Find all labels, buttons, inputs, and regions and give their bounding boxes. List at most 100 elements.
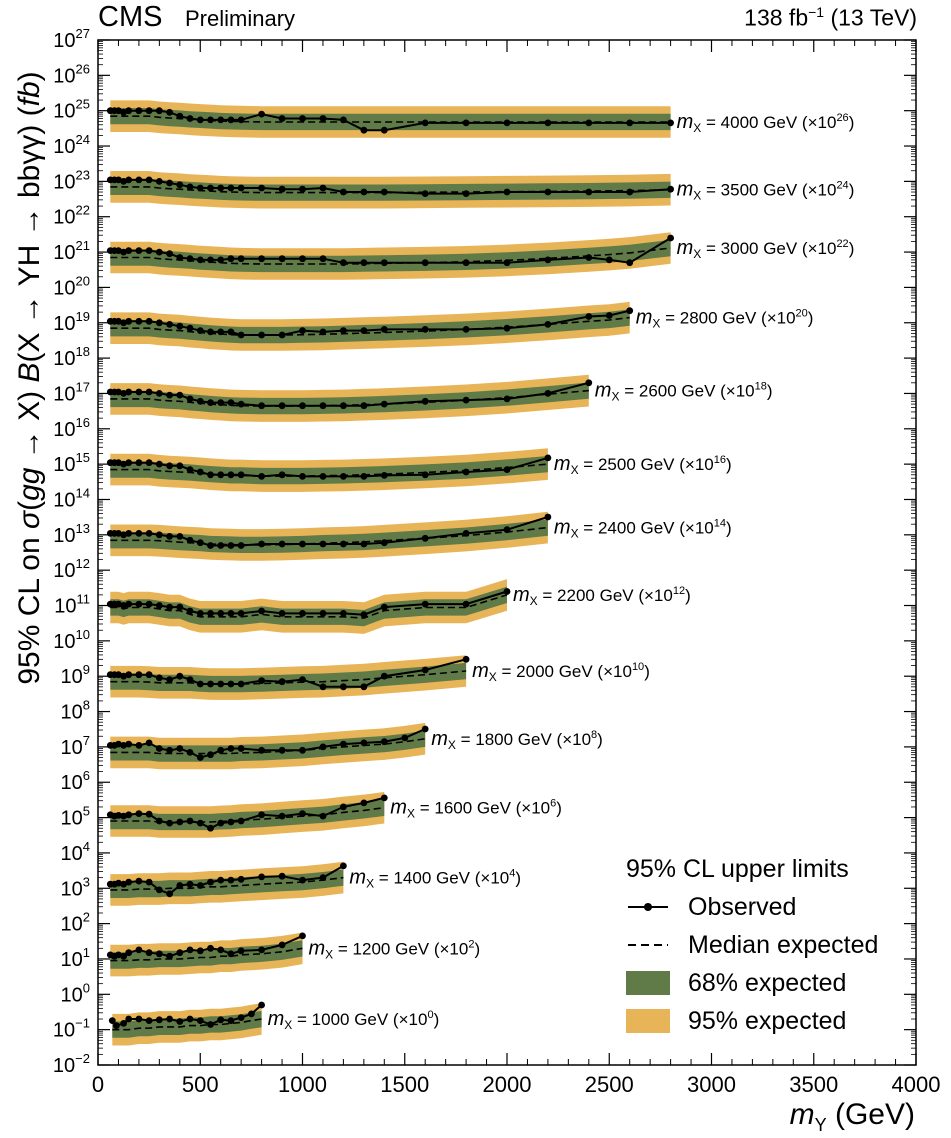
observed-point-4-6: [145, 739, 153, 747]
observed-point-9-25: [503, 395, 511, 403]
observed-point-13-3: [120, 108, 127, 116]
observed-point-5-13: [217, 680, 225, 688]
observed-point-5-9: [176, 672, 184, 680]
observed-point-0-11: [207, 1021, 214, 1028]
y-tick-label: 1024: [53, 132, 90, 158]
observed-point-12-18: [299, 185, 306, 193]
observed-point-13-16: [258, 110, 265, 118]
observed-point-9-15: [237, 400, 245, 408]
x-tick-label: 1000: [278, 1072, 327, 1097]
observed-point-6-18: [299, 610, 306, 617]
observed-point-10-20: [340, 327, 347, 334]
observed-point-9-9: [176, 391, 184, 399]
dashed-line-icon: [628, 944, 668, 946]
legend-68: 68% expected: [626, 964, 878, 1002]
y-tick-label: 105: [61, 804, 90, 830]
median-0: [112, 1018, 262, 1031]
observed-point-3-3: [120, 812, 127, 820]
median-13: [110, 115, 671, 123]
legend-observed-label: Observed: [688, 892, 797, 921]
observed-point-11-6: [145, 247, 153, 255]
observed-point-6-14: [227, 610, 235, 617]
y-tick-label: 1019: [53, 309, 90, 335]
observed-point-12-3: [120, 178, 127, 185]
observed-point-1-8: [166, 952, 174, 960]
observed-point-3-19: [319, 812, 327, 820]
legend-median-label: Median expected: [688, 930, 879, 959]
observed-point-2-3: [120, 880, 127, 888]
observed-point-5-3: [120, 672, 127, 680]
observed-point-2-12: [207, 878, 214, 886]
observed-point-1-15: [237, 947, 245, 955]
observed-point-13-12: [207, 116, 214, 124]
observed-point-4-10: [186, 749, 194, 756]
observed-point-5-16: [258, 677, 265, 684]
observed-point-7-17: [278, 540, 286, 548]
observed-point-7-20: [340, 540, 347, 548]
observed-point-0-16: [258, 1001, 265, 1009]
observed-point-7-11: [196, 539, 204, 547]
observed-point-11-18: [299, 255, 306, 263]
observed-point-6-13: [217, 610, 225, 617]
observed-point-3-5: [135, 810, 143, 817]
observed-point-9-14: [227, 399, 235, 406]
observed-point-10-18: [299, 327, 306, 334]
observed-point-9-24: [462, 396, 470, 404]
y-tick-label: 101: [61, 945, 90, 971]
observed-point-7-14: [227, 542, 235, 549]
observed-point-4-20: [340, 740, 347, 748]
series-label-0: mX = 1000 GeV (×100): [268, 1008, 440, 1032]
observed-point-2-16: [258, 873, 265, 881]
observed-point-1-6: [145, 949, 153, 957]
y-tick-label: 1025: [53, 97, 90, 123]
x-tick-label: 2500: [585, 1072, 634, 1097]
observed-point-9-17: [278, 402, 286, 410]
median-12: [110, 186, 671, 194]
observed-point-4-22: [380, 738, 388, 746]
observed-point-1-11: [196, 947, 204, 955]
observed-point-6-25: [503, 588, 511, 595]
observed-point-5-4: [125, 671, 133, 679]
median-9: [110, 389, 589, 407]
observed-point-10-9: [176, 322, 184, 330]
x-tick-label: 0: [92, 1072, 104, 1097]
observed-point-6-19: [319, 610, 327, 617]
observed-point-1-4: [125, 949, 133, 957]
observed-point-11-24: [462, 259, 470, 267]
observed-point-7-19: [319, 540, 327, 548]
series-label-6: mX = 2200 GeV (×1012): [513, 584, 691, 608]
observed-point-5-24: [462, 655, 470, 663]
observed-point-2-6: [145, 878, 153, 886]
observed-point-4-18: [299, 746, 306, 754]
observed-point-13-27: [585, 119, 593, 127]
observed-point-10-17: [278, 331, 286, 339]
observed-point-13-28: [626, 119, 634, 127]
observed-point-5-6: [145, 671, 153, 679]
band68-0: [112, 1010, 262, 1038]
y-tick-label: 1022: [53, 203, 90, 229]
series-label-13: mX = 4000 GeV (×1026): [677, 111, 855, 135]
observed-point-13-14: [227, 116, 235, 124]
observed-point-11-26: [544, 256, 552, 264]
observed-point-7-10: [186, 536, 194, 544]
observed-point-4-13: [217, 746, 225, 754]
observed-point-11-16: [258, 255, 265, 263]
observed-point-12-17: [278, 185, 286, 193]
observed-point-7-6: [145, 530, 153, 537]
observed-point-4-19: [319, 743, 327, 751]
observed-point-4-12: [207, 751, 214, 759]
observed-point-1-7: [155, 950, 163, 958]
observed-point-9-7: [155, 390, 163, 397]
observed-point-5-20: [340, 683, 347, 691]
observed-point-0-0: [108, 1017, 116, 1024]
x-tick-label: 2000: [483, 1072, 532, 1097]
y-tick-label: 102: [61, 910, 90, 936]
observed-point-10-13: [217, 328, 225, 336]
observed-point-5-18: [299, 676, 306, 683]
y-tick-label: 1023: [53, 167, 90, 193]
observed-point-7-12: [207, 542, 214, 549]
median-1: [110, 947, 303, 962]
observed-point-8-22: [380, 472, 388, 479]
observed-point-10-3: [120, 319, 127, 327]
observed-point-2-7: [155, 886, 163, 894]
